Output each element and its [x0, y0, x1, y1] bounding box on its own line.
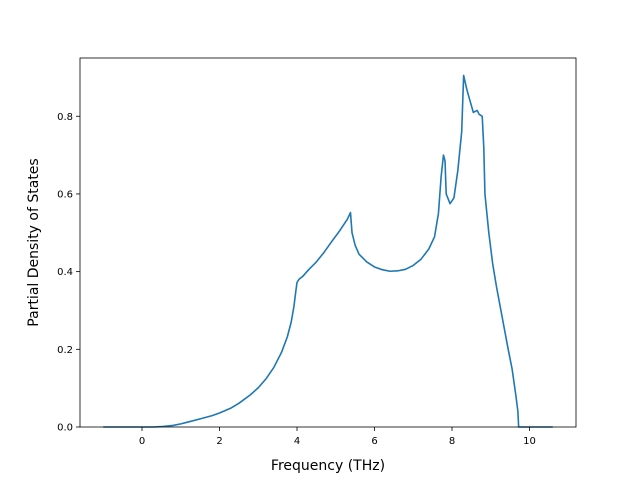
x-tick-label: 0: [139, 436, 145, 447]
pdos-line: [103, 74, 553, 428]
y-tick-label: 0.2: [57, 345, 73, 356]
y-tick-label: 0.0: [57, 423, 73, 434]
y-tick-label: 0.6: [57, 189, 73, 200]
y-tick-label: 0.4: [57, 267, 73, 278]
axes-frame: [79, 57, 577, 428]
x-axis-ticks: 0 2 4 6 8 10: [139, 427, 536, 447]
y-axis-ticks: 0.0 0.2 0.4 0.6 0.8: [57, 112, 80, 434]
x-tick-label: 2: [216, 436, 222, 447]
x-tick-label: 8: [449, 436, 455, 447]
x-axis-label: Frequency (THz): [271, 458, 385, 474]
x-tick-label: 4: [294, 436, 300, 447]
x-tick-label: 10: [523, 436, 536, 447]
x-tick-label: 6: [371, 436, 377, 447]
y-axis-label: Partial Density of States: [26, 158, 42, 326]
y-tick-label: 0.8: [57, 112, 73, 123]
